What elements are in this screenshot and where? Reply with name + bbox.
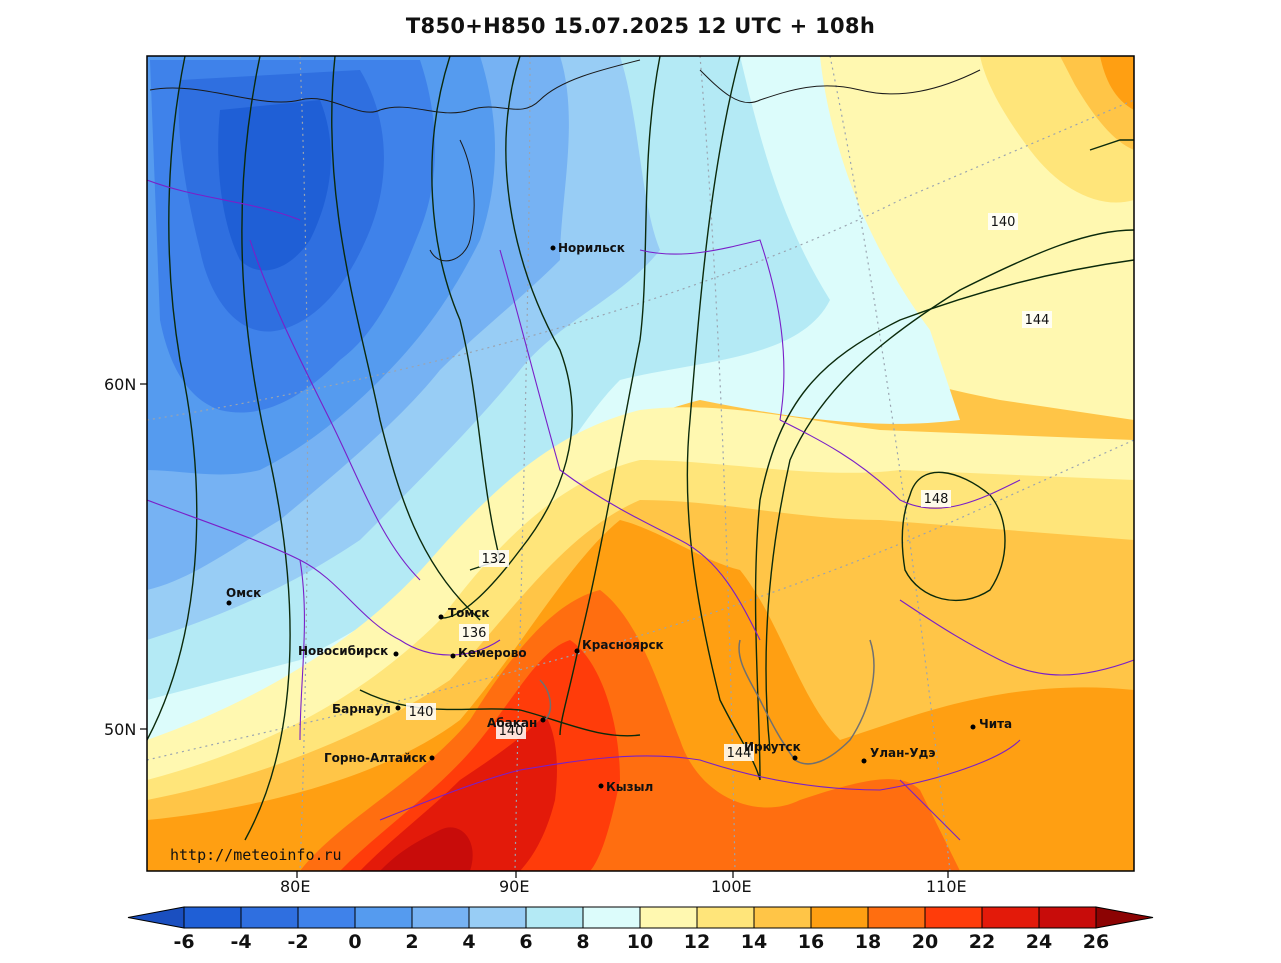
colorbar-swatch	[525, 906, 584, 929]
watermark-link[interactable]: http://meteoinfo.ru	[170, 846, 342, 864]
colorbar-tick-label: 0	[348, 931, 362, 953]
city-omsk: Омск	[226, 586, 261, 600]
lon-label-90e: 90E	[499, 877, 530, 896]
colorbar-tick-label: 22	[968, 931, 996, 953]
cities: Норильск Омск Томск Новосибирск Кемерово…	[226, 241, 1012, 794]
colorbar-low-arrow	[127, 906, 185, 929]
contour-label-140-abakan: 140	[499, 724, 524, 739]
contour-label-140-ne: 140	[991, 215, 1016, 230]
contour-label-132: 132	[482, 552, 507, 567]
city-ulan-ude: Улан-Удэ	[870, 746, 935, 760]
colorbar-tick-label: 8	[576, 931, 590, 953]
city-tomsk: Томск	[448, 606, 490, 620]
colorbar-swatch	[297, 906, 356, 929]
contour-labels: 132 136 140 140 144 148 140 144	[406, 213, 1052, 761]
colorbar-swatch	[639, 906, 698, 929]
city-norilsk: Норильск	[558, 241, 625, 255]
colorbar-swatch	[981, 906, 1040, 929]
colorbar-swatch	[867, 906, 926, 929]
colorbar-swatch	[354, 906, 413, 929]
map-title: T850+H850 15.07.2025 12 UTC + 108h	[405, 14, 876, 38]
colorbar-swatch	[468, 906, 527, 929]
city-irkutsk: Иркутск	[744, 740, 801, 754]
colorbar-swatch	[1038, 906, 1097, 929]
map-frame	[146, 55, 1135, 872]
contour-label-148: 148	[924, 492, 949, 507]
colorbar-tick-label: 20	[911, 931, 939, 953]
colorbar-tick-label: 26	[1082, 931, 1110, 953]
colorbar-tick-label: 4	[462, 931, 476, 953]
colorbar-swatch	[924, 906, 983, 929]
city-krasnoyarsk: Красноярск	[582, 638, 664, 652]
city-gorno-altaysk: Горно-Алтайск	[324, 751, 427, 765]
colorbar-tick-label: 2	[405, 931, 419, 953]
axis-ticks	[140, 383, 949, 878]
lat-label-50n: 50N	[104, 720, 137, 739]
colorbar-tick-label: 18	[854, 931, 882, 953]
city-abakan: Абакан	[487, 716, 537, 730]
lat-label-60n: 60N	[104, 375, 137, 394]
colorbar-swatch	[411, 906, 470, 929]
city-barnaul: Барнаул	[332, 702, 391, 716]
contour-label-144-ne: 144	[1025, 313, 1050, 328]
colorbar-swatch	[582, 906, 641, 929]
colorbar-swatch	[183, 906, 242, 929]
colorbar-swatch	[696, 906, 755, 929]
colorbar-tick-label: 10	[626, 931, 654, 953]
colorbar-swatch	[240, 906, 299, 929]
contour-label-144-irkutsk: 144	[727, 746, 752, 761]
colorbar-tick-label: -4	[230, 931, 252, 953]
colorbar-tick-label: 16	[797, 931, 825, 953]
city-novosibirsk: Новосибирск	[298, 644, 388, 658]
colorbar-tick-label: 24	[1025, 931, 1053, 953]
lon-label-100e: 100E	[711, 877, 752, 896]
colorbar-tick-label: 6	[519, 931, 533, 953]
contour-label-136: 136	[462, 626, 487, 641]
colorbar-tick-label: -6	[173, 931, 195, 953]
colorbar-tick-label: 12	[683, 931, 711, 953]
colorbar-tick-label: 14	[740, 931, 768, 953]
city-kemerovo: Кемерово	[458, 646, 527, 660]
city-chita: Чита	[979, 717, 1012, 731]
lon-label-110e: 110E	[926, 877, 967, 896]
colorbar-high-arrow	[1095, 906, 1154, 929]
colorbar-swatch	[753, 906, 812, 929]
lon-label-80e: 80E	[280, 877, 311, 896]
temperature-field	[147, 56, 1134, 871]
colorbar-swatch	[810, 906, 869, 929]
colorbar	[127, 906, 1154, 929]
colorbar-tick-label: -2	[287, 931, 309, 953]
city-kyzyl: Кызыл	[606, 780, 653, 794]
contour-label-140-barnaul: 140	[409, 705, 434, 720]
